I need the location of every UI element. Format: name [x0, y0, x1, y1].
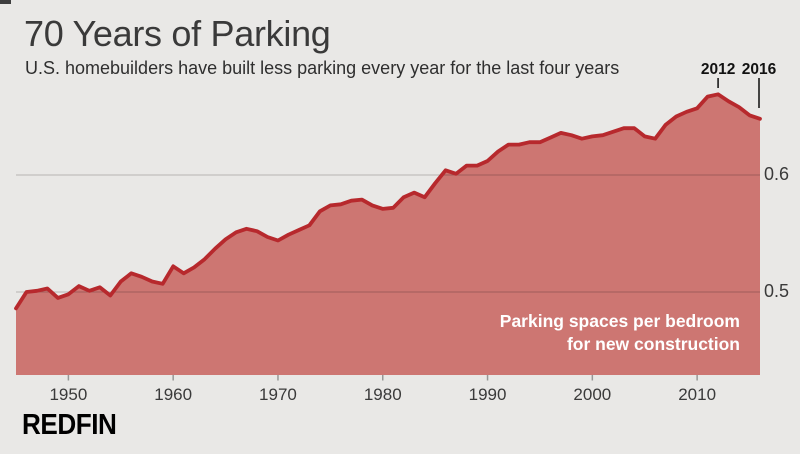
x-axis-label-2000: 2000: [573, 385, 612, 404]
x-axis-label-2010: 2010: [678, 385, 717, 404]
y-axis-label-0.5: 0.5: [764, 281, 790, 301]
chart-title: 70 Years of Parking: [24, 13, 331, 54]
x-axis-label-1960: 1960: [154, 385, 193, 404]
chart-subtitle: U.S. homebuilders have built less parkin…: [25, 58, 620, 78]
x-axis-label-1950: 1950: [49, 385, 88, 404]
series-annotation-line1: Parking spaces per bedroom: [499, 311, 740, 331]
annotation-label-2016: 2016: [741, 61, 777, 78]
x-axis-label-1990: 1990: [468, 385, 507, 404]
redfin-logo: REDFIN: [22, 409, 117, 441]
x-axis-label-1970: 1970: [259, 385, 297, 404]
annotation-label-2012: 2012: [700, 61, 736, 78]
screen-corner-artifact: [0, 0, 11, 4]
y-axis-label-0.6: 0.6: [764, 164, 790, 184]
series-annotation-line2: for new construction: [566, 334, 740, 354]
x-axis-label-1980: 1980: [363, 385, 402, 404]
trend-line: [14, 92, 762, 311]
area-fill: [16, 94, 760, 376]
series-annotation: Parking spaces per bedroom for new const…: [500, 310, 740, 356]
